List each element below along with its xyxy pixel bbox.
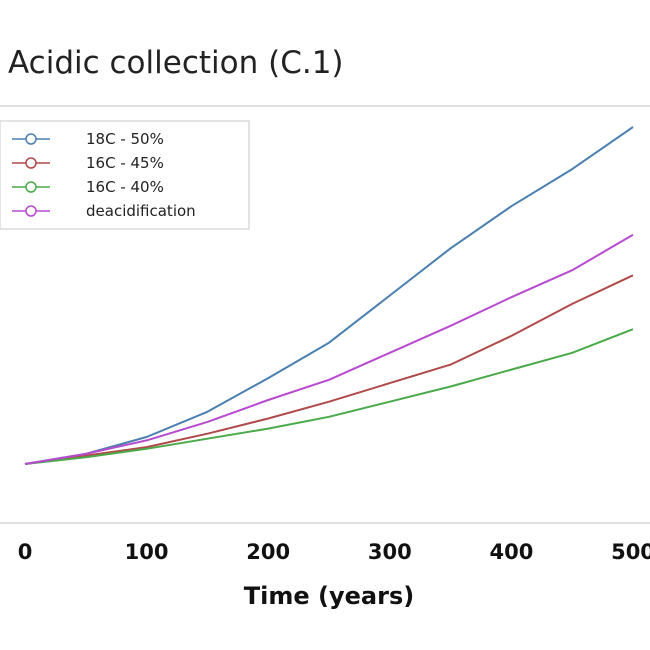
x-axis-label: Time (years) <box>244 582 414 610</box>
legend-marker-4 <box>25 205 37 217</box>
series-line-4 <box>24 233 634 465</box>
legend-label-1: 18C - 50% <box>86 130 164 148</box>
legend-label-3: 16C - 40% <box>86 178 164 196</box>
legend-marker-1 <box>25 133 37 145</box>
x-tick-label: 400 <box>489 540 533 564</box>
chart-title: Acidic collection (C.1) <box>8 45 344 81</box>
series-line-2 <box>24 274 634 465</box>
series-line-3 <box>24 328 634 465</box>
x-tick-label: 300 <box>368 540 412 564</box>
series-lines <box>24 126 634 465</box>
legend-marker-2 <box>25 157 37 169</box>
x-tick-label: 0 <box>18 540 33 564</box>
legend-label-2: 16C - 45% <box>86 154 164 172</box>
legend-marker-3 <box>25 181 37 193</box>
x-axis-ticks: 0 100 200 300 400 500 <box>18 540 650 564</box>
x-tick-label: 200 <box>246 540 290 564</box>
x-tick-label: 100 <box>125 540 169 564</box>
series-line-1 <box>24 126 634 465</box>
legend: 18C - 50% 16C - 45% 16C - 40% deacidificati… <box>0 120 250 230</box>
legend-label-4: deacidification <box>86 202 196 220</box>
x-tick-label: 500 <box>611 540 650 564</box>
